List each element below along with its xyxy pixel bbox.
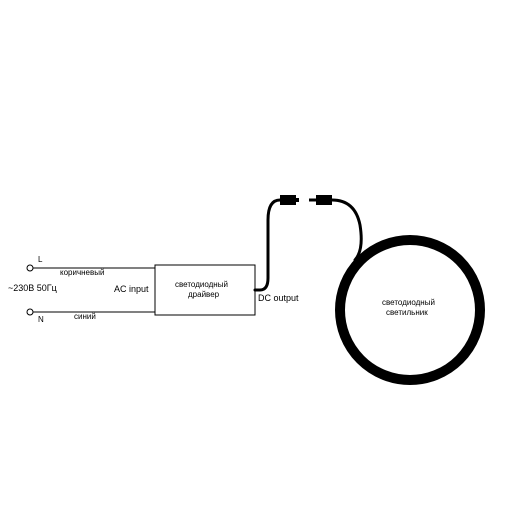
label-n: N bbox=[38, 315, 44, 324]
terminal-l bbox=[27, 265, 33, 271]
label-dc-output: DC output bbox=[258, 293, 299, 303]
driver-title-1: светодиодный bbox=[175, 280, 228, 289]
label-wire-blue: синий bbox=[74, 312, 96, 321]
label-l: L bbox=[38, 255, 42, 264]
connector-male bbox=[309, 195, 332, 205]
fixture-title-2: светильник bbox=[386, 308, 428, 317]
wiring-diagram bbox=[0, 0, 530, 530]
terminal-n bbox=[27, 309, 33, 315]
label-voltage: ~230В 50Гц bbox=[8, 283, 57, 293]
dc-cable-to-fixture bbox=[332, 200, 361, 260]
label-wire-brown: коричневый bbox=[60, 268, 104, 277]
dc-cable-from-driver bbox=[255, 200, 280, 290]
fixture-title-1: светодиодный bbox=[382, 298, 435, 307]
connector-female bbox=[280, 195, 299, 205]
label-ac-input: AC input bbox=[114, 284, 149, 294]
driver-title-2: драйвер bbox=[188, 290, 219, 299]
